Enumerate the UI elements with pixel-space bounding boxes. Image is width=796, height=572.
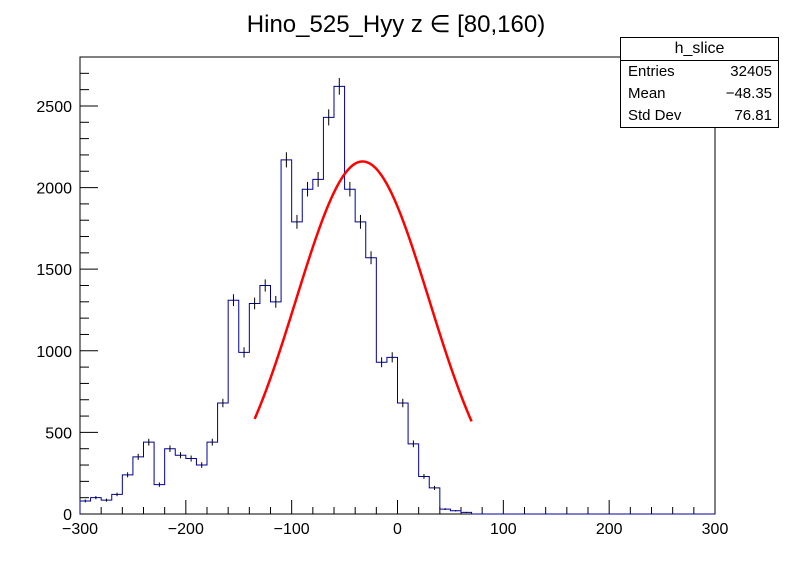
y-tick-label: 2000 [36, 181, 72, 198]
x-tick-label: −300 [62, 521, 98, 538]
x-tick-label: 0 [393, 521, 402, 538]
x-tick-label: −100 [274, 521, 310, 538]
stats-value: 76.81 [734, 107, 772, 124]
tick-labels: −300 −200 −100 0 100 200 300 0 500 1000 1500 2000 25… [36, 99, 728, 538]
y-tick-label: 1500 [36, 262, 72, 279]
x-tick-label: 300 [702, 521, 729, 538]
y-tick-label: 500 [45, 425, 72, 442]
stats-row-stddev: Std Dev 76.81 [621, 105, 778, 127]
x-tick-label: −200 [168, 521, 204, 538]
stats-label: Std Dev [628, 107, 682, 124]
gaussian-fit-curve [253, 160, 473, 422]
stats-row-mean: Mean −48.35 [621, 83, 778, 105]
stats-value: −48.35 [725, 85, 772, 102]
stats-title: h_slice [621, 38, 778, 61]
histogram-series [79, 85, 715, 515]
y-tick-label: 2500 [36, 99, 72, 116]
x-tick-label: 200 [596, 521, 623, 538]
stats-value: 32405 [730, 63, 772, 80]
stats-row-entries: Entries 32405 [621, 61, 778, 83]
stats-label: Mean [628, 85, 666, 102]
y-tick-label: 1000 [36, 344, 72, 361]
error-bars [84, 78, 467, 513]
stats-label: Entries [628, 63, 675, 80]
y-tick-label: 0 [63, 507, 72, 524]
chart-title: Hino_525_Hyy z ∈ [80,160) [247, 11, 545, 38]
stats-box: h_slice Entries 32405 Mean −48.35 Std De… [620, 37, 779, 128]
x-tick-label: 100 [490, 521, 517, 538]
